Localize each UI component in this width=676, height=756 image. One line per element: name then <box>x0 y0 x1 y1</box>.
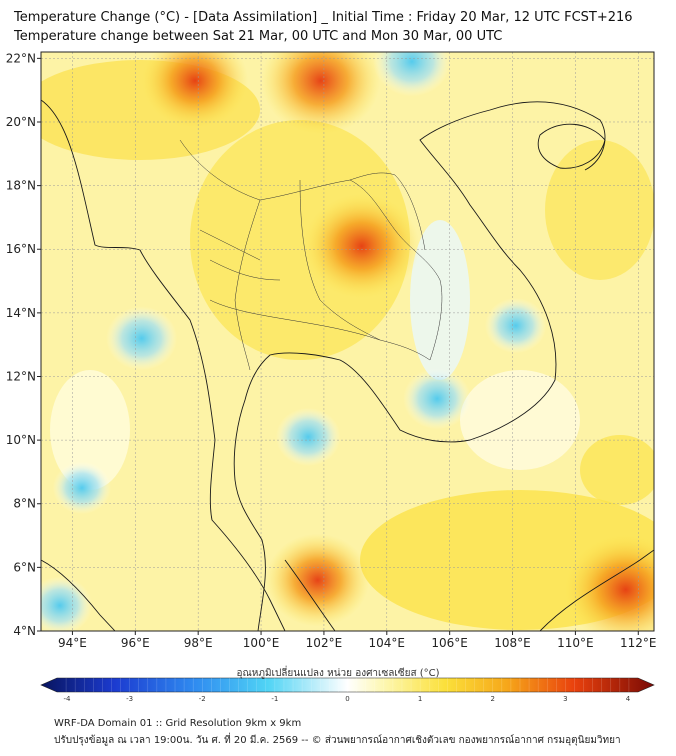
cool-anomaly-spot <box>484 297 547 354</box>
lat-tick-label: 12°N <box>6 369 36 383</box>
lat-tick-label: 8°N <box>13 497 36 511</box>
country-borders <box>179 139 443 371</box>
coastlines <box>41 99 654 631</box>
cool-anomaly-spot <box>105 306 178 371</box>
lon-tick-label: 106°E <box>431 636 468 650</box>
colorbar-tick-label: -4 <box>64 695 72 703</box>
lon-tick-label: 102°E <box>306 636 343 650</box>
warm-anomaly-spot <box>303 193 420 299</box>
cool-anomaly-spot <box>52 461 112 515</box>
latitude-axis: 4°N 6°N 8°N 10°N 12°N 14°N 16°N 18°N 20°N 22°N <box>6 51 41 638</box>
colorbar: -4 -3 -2 -1 0 1 2 3 4 <box>40 677 655 703</box>
temperature-field <box>41 52 654 631</box>
colorbar-tick-label: -3 <box>126 695 133 703</box>
colorbar-tick-label: 4 <box>626 695 631 703</box>
lon-tick-label: 110°E <box>557 636 594 650</box>
colorbar-tick-label: 0 <box>345 695 349 703</box>
cool-anomaly-spot <box>403 368 472 430</box>
warm-anomaly-spot <box>564 534 654 631</box>
lon-tick-label: 112°E <box>620 636 657 650</box>
lon-tick-label: 98°E <box>184 636 213 650</box>
warm-anomaly-spot <box>261 52 381 135</box>
colorbar-tick-label: 1 <box>418 695 422 703</box>
lat-tick-label: 22°N <box>6 51 36 65</box>
lat-tick-label: 4°N <box>13 624 36 638</box>
footer-model-info: WRF-DA Domain 01 :: Grid Resolution 9km … <box>54 718 302 729</box>
colorbar-tick-label: 3 <box>563 695 567 703</box>
graticule <box>41 52 654 631</box>
colorbar-title: อุณหภูมิเปลี่ยนแปลง หน่วย องศาเซลเซียส (… <box>236 668 440 679</box>
lon-tick-label: 108°E <box>494 636 531 650</box>
warm-anomaly-spot <box>266 533 370 627</box>
warm-anomaly-spot <box>141 52 249 129</box>
lon-tick-label: 94°E <box>58 636 87 650</box>
colorbar-bar <box>40 677 655 693</box>
longitude-axis: 94°E 96°E 98°E 100°E 102°E 104°E 106°E 108°E 110… <box>58 631 657 650</box>
cool-anomaly-spot <box>41 576 93 631</box>
map-subtitle: Temperature change between Sat 21 Mar, 0… <box>14 29 503 44</box>
footer-credits: ปรับปรุงข้อมูล ณ เวลา 19:00น. วัน ศ. ที่… <box>54 735 621 746</box>
lat-tick-label: 18°N <box>6 179 36 193</box>
lon-tick-label: 96°E <box>121 636 150 650</box>
colorbar-tick-label: -1 <box>271 695 278 703</box>
lon-tick-label: 100°E <box>243 636 280 650</box>
lat-tick-label: 14°N <box>6 306 36 320</box>
map-title: Temperature Change (°C) - [Data Assimila… <box>14 10 633 25</box>
colorbar-tick-label: 2 <box>491 695 495 703</box>
colorbar-tick-label: -2 <box>199 695 206 703</box>
lat-tick-label: 20°N <box>6 115 36 129</box>
lat-tick-label: 10°N <box>6 433 36 447</box>
lat-tick-label: 16°N <box>6 242 36 256</box>
plot-frame <box>40 51 655 632</box>
lat-tick-label: 6°N <box>13 560 36 574</box>
cool-anomaly-spot <box>373 52 451 97</box>
lon-tick-label: 104°E <box>369 636 406 650</box>
cool-anomaly-spot <box>275 407 341 467</box>
